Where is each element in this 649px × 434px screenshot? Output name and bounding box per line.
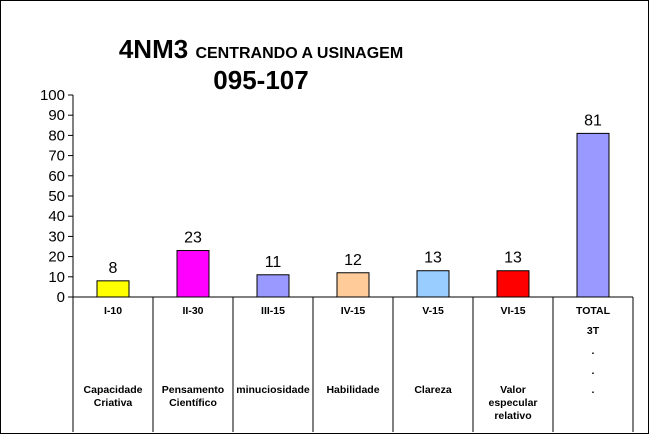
data-label: 81	[584, 112, 602, 129]
bar	[336, 272, 370, 298]
chart-title-code: 4NM3	[118, 34, 189, 64]
table-cell-text: .	[592, 384, 595, 396]
data-label: 13	[504, 250, 522, 267]
category-label: IV-15	[341, 305, 366, 317]
bar	[496, 270, 530, 298]
y-tick-label: 80	[48, 127, 65, 144]
table-cell-text: especular	[488, 397, 537, 409]
table-cell-text: Capacidade	[84, 384, 143, 396]
table-cell-text: Pensamento	[162, 384, 224, 396]
y-tick-label: 40	[48, 208, 65, 225]
category-label: I-10	[104, 305, 122, 317]
bar	[176, 250, 210, 298]
y-tick-label: 60	[48, 168, 65, 185]
y-tick-label: 50	[48, 188, 65, 205]
data-label: 13	[424, 250, 442, 267]
chart-title-range: 095-107	[213, 65, 309, 95]
bar	[96, 280, 130, 298]
y-tick-label: 10	[48, 269, 65, 286]
y-tick-label: 90	[48, 107, 65, 124]
data-label: 11	[265, 254, 282, 271]
table-cell-text: .	[592, 365, 595, 377]
bar	[256, 274, 290, 298]
data-label: 23	[184, 230, 202, 247]
bar	[576, 132, 610, 298]
category-label: TOTAL	[576, 305, 611, 317]
table-cell-text: Criativa	[94, 397, 133, 409]
table-cell-text: Clareza	[414, 384, 452, 396]
y-tick-label: 100	[40, 87, 65, 104]
chart-title-subtitle: CENTRANDO A USINAGEM	[195, 45, 404, 62]
y-tick-label: 70	[48, 148, 65, 165]
table-cell-text: .	[592, 345, 595, 357]
table-cell-text: Científico	[169, 397, 217, 409]
y-tick-label: 20	[48, 249, 65, 266]
y-tick-label: 0	[57, 289, 65, 306]
table-cell-text: relativo	[494, 410, 531, 422]
data-label: 12	[344, 252, 362, 269]
category-label: VI-15	[500, 305, 525, 317]
category-label: V-15	[422, 305, 444, 317]
category-label: II-30	[182, 305, 203, 317]
category-label: III-15	[261, 305, 285, 317]
table-cell-text: minuciosidade	[236, 384, 310, 396]
data-label: 8	[109, 260, 118, 277]
table-cell-text: Valor	[500, 384, 526, 396]
y-tick-label: 30	[48, 228, 65, 245]
table-cell-text: 3T	[587, 325, 600, 337]
table-cell-text: Habilidade	[326, 384, 379, 396]
bar	[416, 270, 450, 298]
chart-title: 4NM3 CENTRANDO A USINAGEM	[1, 34, 521, 65]
